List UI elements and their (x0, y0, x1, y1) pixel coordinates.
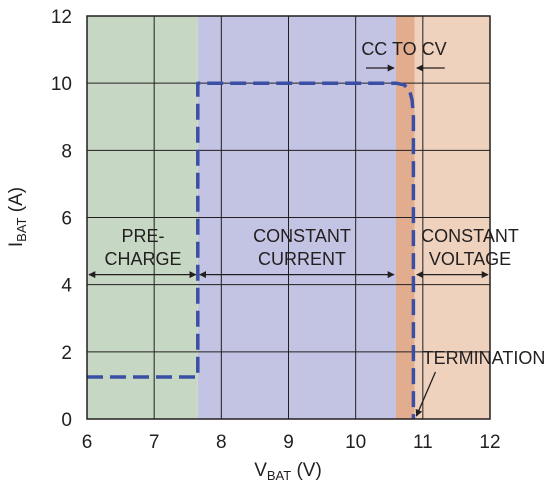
y-tick-label-6: 12 (51, 7, 72, 28)
y-axis-title: IBAT (A) (6, 187, 29, 247)
charge-curve-series-0 (87, 81, 416, 419)
x-axis-title: VBAT (V) (254, 460, 322, 483)
annotation-arrows (88, 64, 489, 417)
y-tick-label-0: 0 (61, 410, 72, 431)
y-tick-label-3: 6 (61, 209, 72, 230)
constant-voltage-label-line2: VOLTAGE (429, 249, 511, 269)
y-axis-title-rest: (A) (6, 187, 27, 218)
x-axis-title-rest: (V) (291, 460, 322, 481)
x-axis-title-main: V (254, 460, 267, 481)
constant-current-label-line2: CURRENT (258, 249, 346, 269)
y-tick-label-2: 4 (61, 276, 72, 297)
x-tick-label-5: 11 (413, 432, 433, 453)
y-axis-title-sub: BAT (14, 217, 29, 241)
constant-voltage-label-line1: CONSTANT (421, 226, 519, 246)
tick-labels: 6 7 8 9 10 11 12 0 2 4 6 8 10 12 (51, 7, 501, 453)
cc-to-cv-label: CC TO CV (361, 39, 446, 59)
x-tick-label-2: 8 (216, 432, 227, 453)
x-tick-label-3: 9 (283, 432, 294, 453)
termination-arrow (415, 371, 437, 417)
x-tick-label-4: 10 (345, 432, 366, 453)
x-axis-title-sub: BAT (267, 468, 291, 483)
plot-frame (86, 15, 491, 420)
x-tick-label-1: 7 (149, 432, 160, 453)
precharge-label-line1: PRE- (121, 226, 164, 246)
x-tick-label-6: 12 (479, 432, 500, 453)
termination-label: TERMINATION (423, 348, 546, 368)
series-layer (87, 81, 416, 419)
y-axis-title-main: I (6, 242, 27, 247)
y-tick-label-5: 10 (51, 74, 72, 95)
constant-current-label-line1: CONSTANT (253, 226, 351, 246)
x-tick-label-0: 6 (82, 432, 93, 453)
precharge-label-line2: CHARGE (104, 249, 181, 269)
y-tick-label-4: 8 (61, 141, 72, 162)
y-tick-label-1: 2 (61, 343, 72, 364)
